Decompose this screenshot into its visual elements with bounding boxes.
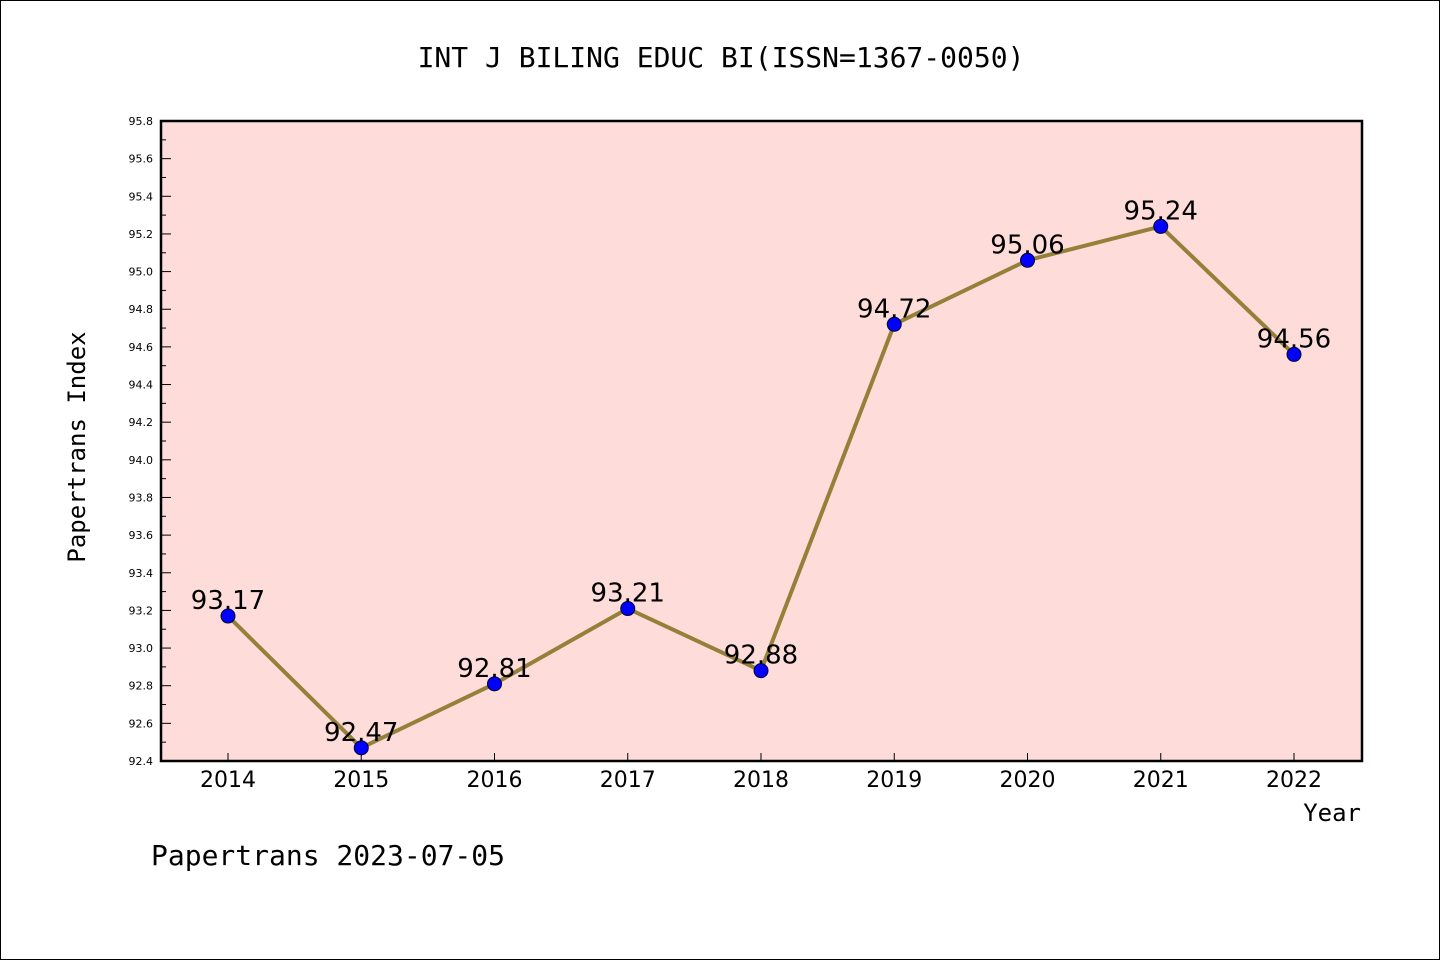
data-point (753, 663, 769, 679)
footer-date: Papertrans 2023-07-05 (151, 839, 505, 872)
y-axis-title: Papertrans Index (63, 331, 91, 562)
data-point (620, 601, 636, 617)
plot-area: 92.4 92.6 92.8 93.0 93.2 93.4 93.6 93.8 94.0 94.2… (129, 115, 1364, 793)
data-point (1286, 346, 1302, 362)
x-tick-label: 2015 (333, 768, 389, 793)
y-tick-label: 93.8 (129, 491, 154, 504)
data-point (487, 676, 502, 692)
y-tick-label: 93.4 (129, 567, 154, 580)
data-point (220, 608, 236, 624)
y-tick-label: 94.2 (129, 416, 154, 429)
y-tick-label: 93.2 (129, 604, 154, 617)
y-tick-label: 94.0 (129, 454, 154, 467)
x-tick-label: 2022 (1266, 768, 1322, 793)
data-label: 92.88 (724, 641, 798, 671)
x-tick-label: 2020 (1000, 768, 1056, 793)
chart-title: INT J BILING EDUC BI(ISSN=1367-0050) (418, 41, 1025, 74)
data-label: 92.81 (457, 654, 531, 684)
x-tick-label: 2017 (600, 768, 656, 793)
plot-border (159, 119, 1364, 763)
data-label: 92.47 (324, 718, 398, 748)
data-label: 94.56 (1257, 324, 1331, 354)
y-tick-label: 95.8 (129, 115, 154, 128)
y-tick-label: 95.4 (129, 190, 154, 203)
y-tick-label: 95.2 (129, 228, 154, 241)
data-point (1153, 218, 1169, 234)
data-point (353, 740, 369, 756)
data-label: 93.17 (191, 586, 265, 616)
x-tick-label: 2018 (733, 768, 789, 793)
y-tick-label: 94.6 (129, 341, 154, 354)
y-tick-label: 92.8 (129, 680, 154, 693)
x-tick-label: 2021 (1133, 768, 1189, 793)
x-tick-label: 2019 (866, 768, 922, 793)
data-label: 94.72 (857, 294, 931, 324)
data-point (886, 316, 902, 332)
y-tick-label: 94.8 (129, 303, 154, 316)
y-tick-label: 93.0 (129, 642, 154, 655)
data-point (1020, 252, 1035, 268)
y-tick-label: 93.6 (129, 529, 154, 542)
data-label: 95.24 (1124, 196, 1198, 226)
y-tick-label: 95.6 (129, 153, 154, 166)
x-tick-label: 2016 (467, 768, 523, 793)
x-tick-label: 2014 (200, 768, 256, 793)
y-tick-label: 92.4 (129, 755, 154, 768)
data-label: 93.21 (591, 579, 665, 609)
y-tick-label: 94.4 (129, 379, 154, 392)
y-tick-label: 95.0 (129, 266, 154, 279)
y-tick-label: 92.6 (129, 717, 154, 730)
data-label: 95.06 (990, 230, 1064, 260)
x-axis-title: Year (1303, 799, 1361, 827)
